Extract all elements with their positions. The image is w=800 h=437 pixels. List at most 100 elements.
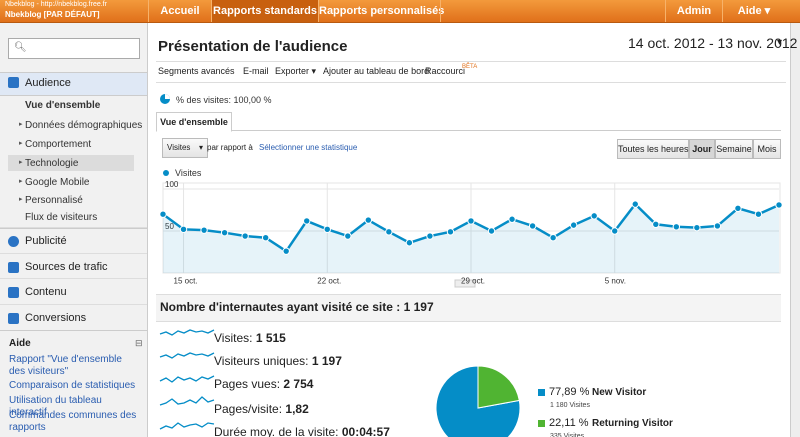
- point: [344, 232, 352, 240]
- metric-label: Pages vues:: [214, 377, 281, 391]
- toolbar-label: Exporter: [275, 66, 310, 76]
- scrollbar[interactable]: [790, 23, 800, 437]
- metric: Pages/visite: 1,82: [214, 402, 309, 416]
- nav-tab[interactable]: Rapports standards: [211, 0, 318, 22]
- point: [303, 217, 311, 225]
- date-range[interactable]: 14 oct. 2012 - 13 nov. 2012: [628, 35, 798, 51]
- point: [385, 228, 393, 236]
- help-link[interactable]: Commandes communes des rapports: [9, 410, 137, 433]
- metric-value: 1 197: [311, 354, 342, 368]
- point: [652, 220, 660, 228]
- section-active: [0, 72, 147, 96]
- sidebar-section[interactable]: Publicité: [25, 235, 67, 247]
- x-tick-label: 15 oct.: [174, 277, 198, 286]
- point: [405, 239, 414, 247]
- point: [549, 234, 557, 242]
- account-url: Nbekblog - http://nbekblog.free.fr: [5, 1, 107, 8]
- dropdown-arrow[interactable]: ▾: [777, 37, 783, 48]
- tab[interactable]: Vue d'ensemble: [156, 112, 232, 132]
- bullet: ▸: [19, 121, 23, 128]
- area: [163, 204, 779, 273]
- metric-value: 00:04:57: [341, 425, 390, 437]
- beta-badge: BÊTA: [462, 64, 478, 70]
- help-link[interactable]: Rapport "Vue d'ensemble des visiteurs": [9, 354, 122, 377]
- legend-marker: [163, 170, 169, 176]
- toolbar-button[interactable]: Segments avancés: [158, 66, 235, 76]
- sidebar-item[interactable]: Flux de visiteurs: [25, 212, 98, 223]
- divider: [0, 253, 147, 254]
- legend-label: Visites: [175, 168, 202, 178]
- nav-divider: [440, 0, 442, 22]
- point: [220, 228, 229, 237]
- toolbar: [156, 61, 786, 83]
- point: [693, 223, 701, 232]
- pie-value-label: 22,11 %: [549, 417, 589, 429]
- granularity-button[interactable]: Toutes les heures: [617, 139, 689, 159]
- bullet: ▸: [19, 196, 23, 203]
- toolbar-button[interactable]: E-mail: [243, 66, 269, 76]
- compare-label: par rapport à: [207, 143, 253, 152]
- sidebar-section[interactable]: Contenu: [25, 286, 67, 298]
- segment-icon: [165, 94, 170, 99]
- granularity-button[interactable]: Mois: [753, 139, 781, 159]
- metric-value: 1 515: [255, 331, 286, 345]
- sidebar-item[interactable]: Personnalisé: [25, 195, 83, 206]
- point: [179, 225, 188, 234]
- legend-marker: [538, 389, 545, 396]
- point: [528, 222, 537, 230]
- toolbar-button[interactable]: Ajouter au tableau de bord: [323, 66, 430, 76]
- point: [569, 221, 578, 229]
- metric-select[interactable]: Visites ▾: [162, 138, 208, 158]
- metric-label: Visites:: [214, 331, 253, 345]
- point: [200, 226, 208, 234]
- segment-label: % des visites: 100,00 %: [176, 95, 272, 105]
- sidebar-section[interactable]: Sources de trafic: [25, 261, 108, 273]
- point: [754, 210, 763, 218]
- nav-tab[interactable]: Admin: [665, 0, 722, 22]
- point: [611, 227, 619, 235]
- granularity-button[interactable]: Semaine: [715, 139, 753, 159]
- pie-slice: [435, 365, 521, 437]
- sidebar-item[interactable]: Comportement: [25, 139, 92, 150]
- point: [734, 204, 742, 213]
- metric-value: 1,82: [285, 402, 309, 416]
- sparklines: [159, 329, 215, 430]
- divider: [0, 304, 147, 305]
- point: [467, 217, 475, 225]
- legend-label: New Visitor: [592, 387, 646, 398]
- nav-tab[interactable]: Accueil: [148, 0, 211, 22]
- account-name[interactable]: Nbekblog [PAR DÉFAUT]: [5, 10, 100, 19]
- metric: Pages vues: 2 754: [214, 377, 313, 391]
- compare-link[interactable]: Sélectionner une statistique: [259, 143, 358, 152]
- x-tick-label: 22 oct.: [317, 277, 341, 286]
- metric-label: Pages/visite:: [214, 402, 283, 416]
- sidebar-item[interactable]: Google Mobile: [25, 177, 90, 188]
- sidebar-section[interactable]: Audience: [25, 77, 71, 89]
- toolbar-button[interactable]: Exporter ▾: [275, 66, 317, 76]
- divider: [0, 330, 147, 331]
- resize-handle[interactable]: [454, 279, 476, 288]
- nav-tab[interactable]: Rapports personnalisés: [318, 0, 444, 22]
- bullet: ▸: [19, 140, 23, 147]
- sidebar-section[interactable]: Conversions: [25, 312, 87, 324]
- point: [241, 232, 249, 240]
- search-box[interactable]: 🔍︎: [8, 38, 140, 59]
- pie-slice: [477, 365, 520, 409]
- metric-value: 2 754: [283, 377, 314, 391]
- nav-tab[interactable]: Aide ▾: [722, 0, 785, 22]
- point: [364, 216, 373, 224]
- icon: [8, 77, 19, 88]
- sidebar-item[interactable]: Vue d'ensemble: [25, 100, 101, 111]
- toolbar-button[interactable]: Raccourci: [425, 66, 466, 76]
- granularity-button[interactable]: Jour: [689, 139, 715, 159]
- help-link[interactable]: Utilisation du tableau interactif: [9, 395, 102, 418]
- collapse[interactable]: ⊟: [135, 338, 143, 348]
- summary-title: Nombre d'internautes ayant visité ce sit…: [160, 300, 434, 314]
- point: [713, 222, 722, 230]
- icon: [8, 236, 19, 247]
- sidebar-item[interactable]: Technologie: [25, 158, 79, 169]
- sidebar-item[interactable]: Données démographiques: [25, 120, 143, 131]
- help-link[interactable]: Comparaison de statistiques: [9, 380, 136, 391]
